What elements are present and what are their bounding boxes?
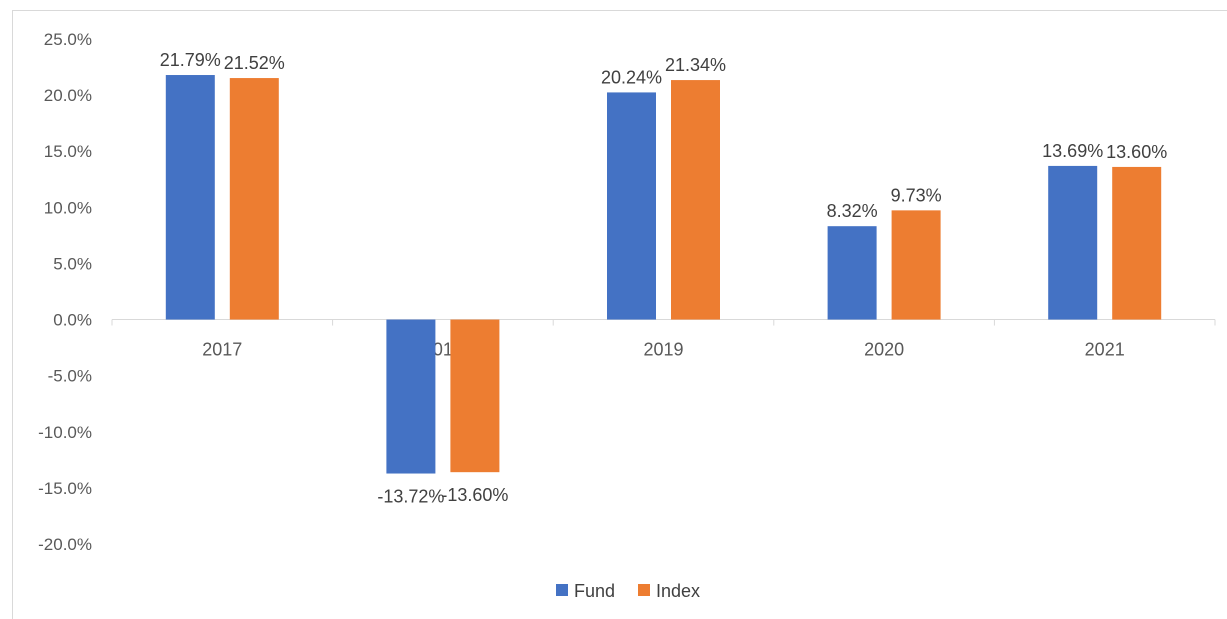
bar-index [1112,166,1162,320]
y-tick-label: -10.0% [38,423,92,442]
y-tick-label: -5.0% [48,367,92,386]
legend-swatch-index [638,584,650,596]
y-tick-label: 25.0% [44,30,92,49]
x-category-label: 2017 [202,340,242,360]
bar-index [671,80,720,320]
data-label: 9.73% [891,185,942,205]
bar-index [891,210,941,320]
bars [165,75,1162,474]
data-label: -13.72% [377,487,444,507]
y-tick-label: 0.0% [53,311,92,330]
data-label: -13.60% [441,485,508,505]
data-label: 21.34% [665,55,726,75]
data-label: 20.24% [601,67,662,87]
x-category-label: 2019 [643,340,683,360]
y-tick-label: -20.0% [38,535,92,554]
bar-fund [1048,165,1098,320]
legend-label-index: Index [656,581,700,601]
bar-fund [386,319,436,474]
y-axis: 25.0% 20.0% 15.0% 10.0% 5.0% 0.0% -5.0% -10.0% -… [38,30,92,554]
x-category-label: 2020 [864,340,904,360]
bar-index [450,319,500,473]
legend-label-fund: Fund [574,581,615,601]
x-category-label: 2021 [1085,340,1125,360]
bar-index [229,78,279,320]
bar-fund [827,226,877,320]
data-labels: 21.79% 21.52% -13.72%-13.60% 20.24%21.34% 8.… [160,50,1167,507]
y-tick-label: 5.0% [53,254,92,273]
data-label: 21.52% [224,53,285,73]
data-label: 13.60% [1106,142,1167,162]
y-tick-label: 10.0% [44,198,92,217]
x-axis: 2017 2018 2019 2020 2021 [111,319,1216,360]
y-tick-label: -15.0% [38,479,92,498]
y-tick-label: 20.0% [44,86,92,105]
data-label: 21.79% [160,50,221,70]
data-label: 8.32% [827,201,878,221]
legend-swatch-fund [556,584,568,596]
data-label: 13.69% [1042,141,1103,161]
legend: Fund Index [556,581,700,601]
bar-fund [165,75,215,320]
bar-fund [607,92,656,320]
y-tick-label: 15.0% [44,142,92,161]
